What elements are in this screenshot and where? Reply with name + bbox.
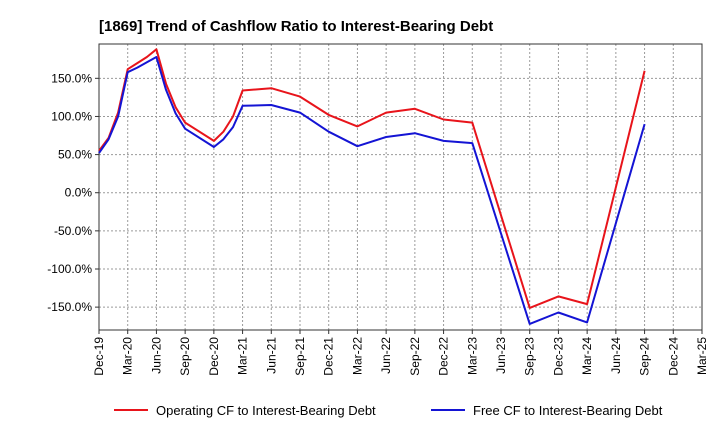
y-tick-label: 0.0%: [65, 186, 93, 200]
y-tick-label: 50.0%: [58, 148, 92, 162]
x-tick-label: Sep-23: [523, 337, 537, 376]
free-cf-ratio-line: [98, 56, 646, 325]
y-tick-label: 100.0%: [51, 109, 92, 123]
x-tick-label: Jun-24: [609, 337, 623, 374]
x-tick-label: Dec-24: [666, 337, 680, 376]
operating-cf-ratio-line: [98, 48, 646, 309]
y-tick-label: -50.0%: [54, 224, 92, 238]
x-tick-label: Dec-21: [322, 337, 336, 376]
x-tick-label: Mar-24: [580, 337, 594, 375]
series-lines: [98, 48, 646, 325]
x-tick-label: Mar-21: [236, 337, 250, 375]
x-tick-label: Mar-20: [121, 337, 135, 375]
x-tick-label: Jun-20: [149, 337, 163, 374]
grid-lines: [98, 44, 703, 330]
x-tick-label: Dec-22: [437, 337, 451, 376]
x-tick-label: Dec-23: [551, 337, 565, 376]
y-tick-label: -150.0%: [47, 300, 92, 314]
x-tick-label: Sep-21: [293, 337, 307, 376]
legend-free-cf-label: Free CF to Interest-Bearing Debt: [473, 403, 663, 418]
x-tick-label: Sep-20: [178, 337, 192, 376]
chart-title: [1869] Trend of Cashflow Ratio to Intere…: [99, 18, 493, 35]
x-tick-label: Mar-22: [350, 337, 364, 375]
x-tick-label: Jun-21: [264, 337, 278, 374]
axes: 150.0% 100.0% 50.0% 0.0% -50.0% -100.0% -150.0…: [47, 43, 709, 376]
legend: Operating CF to Interest-Bearing Debt Fre…: [114, 403, 663, 418]
x-tick-label: Dec-20: [207, 337, 221, 376]
legend-operating-cf-label: Operating CF to Interest-Bearing Debt: [156, 403, 376, 418]
x-tick-label: Mar-23: [465, 337, 479, 375]
plot-frame: [98, 43, 703, 331]
x-tick-label: Jun-22: [379, 337, 393, 374]
y-tick-label: -100.0%: [47, 262, 92, 276]
y-tick-label: 150.0%: [51, 71, 92, 85]
x-tick-label: Dec-19: [92, 337, 106, 376]
x-tick-label: Sep-22: [408, 337, 422, 376]
x-tick-label: Sep-24: [638, 337, 652, 376]
x-tick-label: Mar-25: [695, 337, 709, 375]
x-tick-label: Jun-23: [494, 337, 508, 374]
